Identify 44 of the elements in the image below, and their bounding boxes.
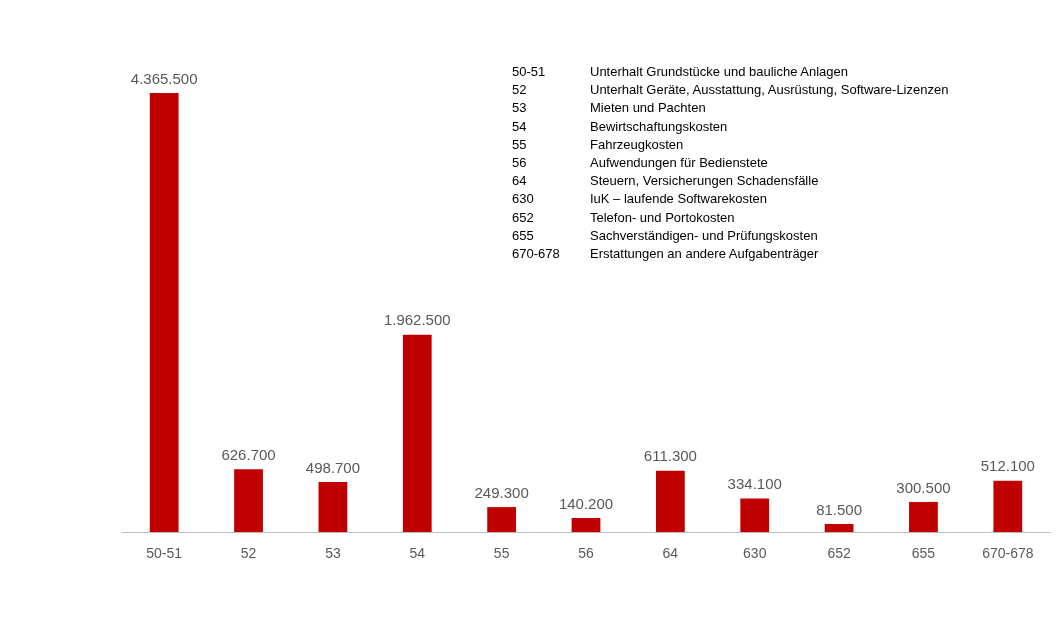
annotation: 670-678 Erstattungen an andere Aufgabenträger [512, 245, 820, 264]
x-tick-label: 55 [493, 545, 510, 562]
x-tick-label: 52 [240, 545, 257, 562]
annotation: 53 Mieten und Pachten [512, 99, 707, 118]
bar [149, 93, 179, 533]
data-label: 300.500 [896, 478, 951, 496]
text: 50-51 Unterhalt Grundstücke und bauliche Anlagen [512, 63, 849, 81]
bar [909, 501, 938, 533]
annotation: 54 Bewirtschaftungskosten [512, 117, 729, 136]
data-label: 611.300 [643, 447, 697, 465]
data-label: 626.700 [221, 445, 276, 463]
x-tick-label: 652 [827, 545, 851, 562]
annotation: 52 Unterhalt Geräte, Ausstattung, Ausrüstung, Software-Lizenzen [512, 81, 949, 100]
data-label: 334.100 [727, 475, 782, 493]
data-label: 4.365.500 [130, 69, 198, 87]
annotation: 655 Sachverständigen- und Prüfungskosten [512, 226, 819, 245]
bar [487, 507, 517, 533]
x-tick-label: 655 [911, 545, 936, 562]
annotation: 55 Fahrzeugkosten [512, 135, 685, 154]
annotation: 56 Aufwendungen für Bedienstete [512, 154, 769, 172]
x-tick-label: 54 [409, 545, 426, 562]
data-label: 81.500 [816, 500, 863, 518]
annotation: 652 Telefon- und Portokosten [512, 208, 736, 227]
annotation: 630 IuK – laufende Softwarekosten [512, 190, 769, 209]
x-tick-label: 53 [325, 545, 341, 562]
data-label: 498.700 [305, 458, 361, 476]
bar [234, 469, 263, 533]
bar [318, 482, 348, 533]
x-tick-label: 630 [743, 545, 767, 562]
bar [571, 518, 601, 533]
bar [993, 480, 1023, 533]
x-tick-label: 50-51 [146, 545, 183, 562]
data-label: 140.200 [558, 494, 614, 512]
x-tick-label: 64 [662, 545, 679, 562]
annotation: 64 Steuern, Versicherungen Schadensfälle [512, 172, 820, 191]
data-label: 249.300 [474, 483, 529, 501]
data-label: 1.962.500 [383, 311, 451, 329]
bar [824, 524, 854, 533]
x-tick-label: 670-678 [982, 545, 1034, 562]
bar [655, 470, 685, 533]
data-label: 512.100 [980, 457, 1035, 475]
x-tick-label: 56 [578, 545, 594, 562]
bar [740, 498, 770, 533]
bar [402, 334, 432, 533]
